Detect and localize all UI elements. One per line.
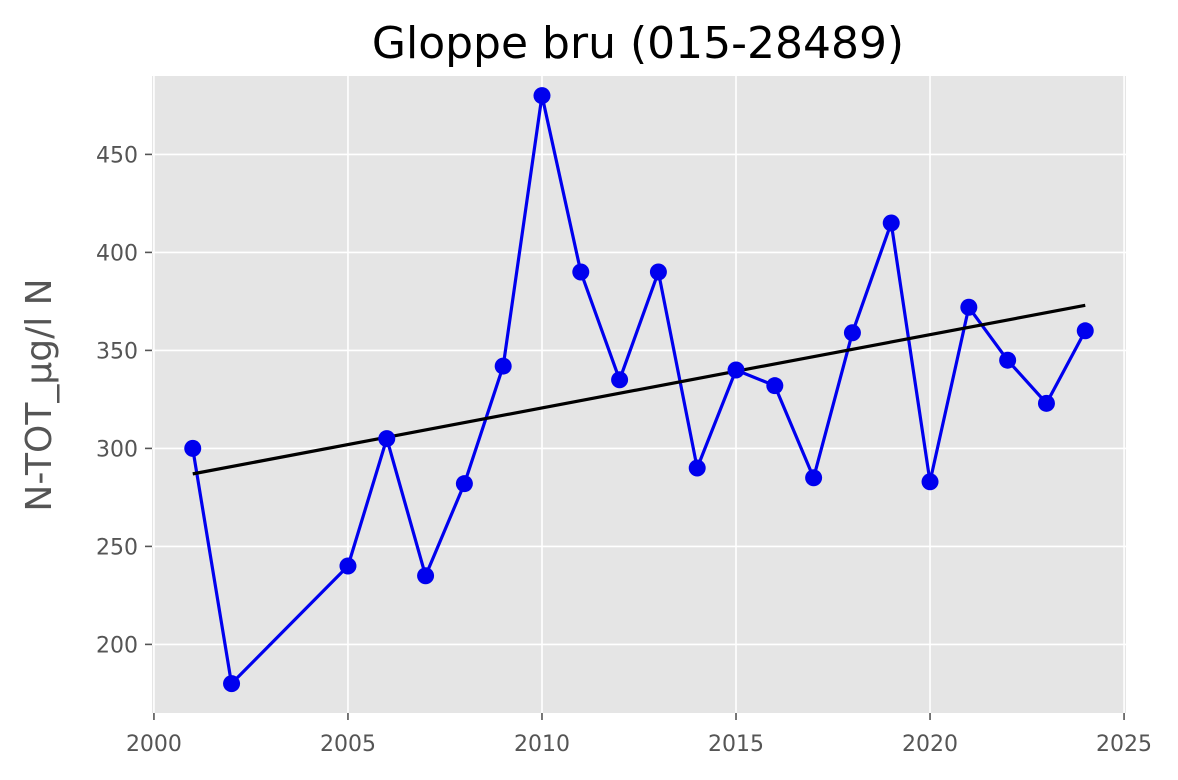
data-point: [1037, 394, 1055, 412]
data-point: [921, 473, 939, 491]
data-point: [184, 439, 202, 457]
data-point: [688, 459, 706, 477]
data-point: [766, 377, 784, 395]
data-point: [882, 214, 900, 232]
plot-background: [152, 76, 1126, 713]
y-tick-label: 300: [96, 437, 138, 462]
y-axis-label: N-TOT_µg/l N: [19, 278, 60, 511]
plot-area: 2000 2005 2010 2015 2020 2025 200 250 300 350 400 4…: [96, 76, 1152, 757]
y-tick-label: 200: [96, 633, 138, 658]
series-line: [191, 93, 1087, 686]
data-point: [417, 567, 435, 585]
data-point: [455, 475, 473, 493]
data-point: [494, 357, 512, 375]
data-point: [805, 469, 823, 487]
data-point: [649, 263, 667, 281]
x-tick-label: 2000: [126, 732, 182, 757]
data-point: [611, 371, 629, 389]
data-point: [1076, 322, 1094, 340]
data-point: [843, 324, 861, 342]
y-tick-label: 400: [96, 241, 138, 266]
data-point: [378, 430, 396, 448]
x-tick-label: 2025: [1096, 732, 1152, 757]
chart-title: Gloppe bru (015-28489): [372, 18, 904, 69]
data-point: [960, 298, 978, 316]
data-point: [533, 87, 551, 105]
data-point: [223, 675, 241, 693]
y-tick-label: 450: [96, 143, 138, 168]
y-tick-label: 250: [96, 535, 138, 560]
data-point: [339, 557, 357, 575]
x-tick-label: 2010: [514, 732, 570, 757]
x-tick-label: 2005: [320, 732, 376, 757]
data-point: [999, 351, 1017, 369]
data-point: [727, 361, 745, 379]
x-tick-label: 2020: [902, 732, 958, 757]
data-point: [572, 263, 590, 281]
y-tick-label: 350: [96, 339, 138, 364]
x-tick-label: 2015: [708, 732, 764, 757]
trend-line: [192, 303, 1086, 476]
